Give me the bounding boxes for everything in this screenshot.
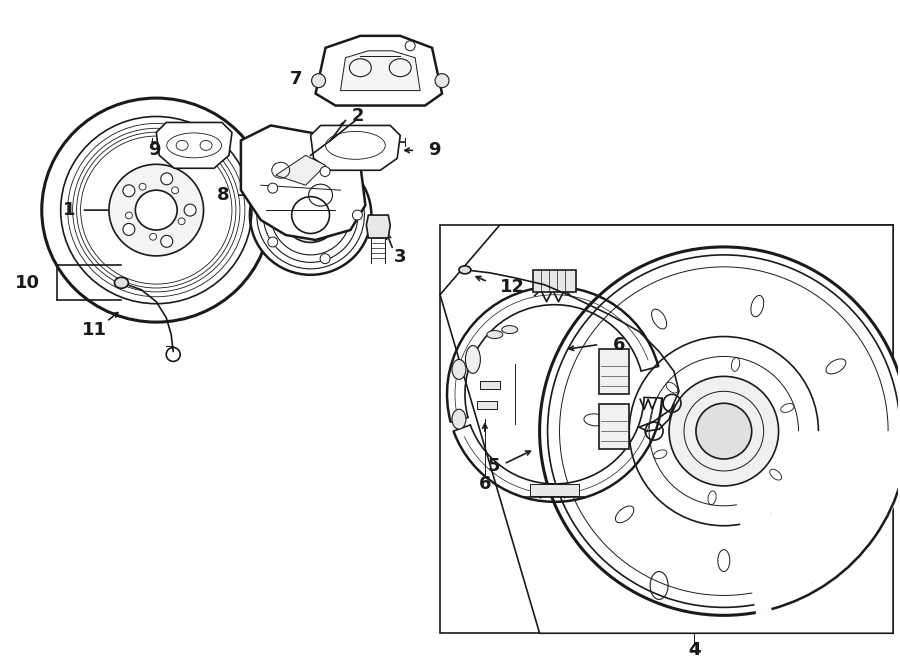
Bar [440, 225, 893, 633]
Bar [533, 270, 577, 292]
Ellipse shape [184, 204, 196, 216]
Ellipse shape [268, 237, 278, 247]
Bar [530, 484, 580, 496]
Ellipse shape [178, 218, 185, 225]
Wedge shape [724, 431, 817, 615]
Text: 7: 7 [290, 69, 302, 88]
Text: 1: 1 [63, 201, 76, 219]
Bar [477, 401, 497, 409]
Ellipse shape [161, 235, 173, 247]
Polygon shape [340, 51, 420, 91]
Ellipse shape [161, 173, 173, 185]
Ellipse shape [465, 346, 481, 373]
Polygon shape [366, 215, 391, 238]
Polygon shape [241, 126, 365, 240]
Ellipse shape [320, 167, 330, 176]
Ellipse shape [41, 98, 271, 322]
Ellipse shape [459, 266, 471, 274]
Ellipse shape [268, 183, 278, 193]
Polygon shape [440, 225, 893, 633]
Text: 10: 10 [14, 274, 40, 292]
Ellipse shape [502, 326, 518, 334]
Ellipse shape [123, 185, 135, 197]
Ellipse shape [435, 73, 449, 88]
Circle shape [669, 376, 778, 486]
Ellipse shape [149, 233, 157, 240]
Ellipse shape [172, 187, 178, 194]
Ellipse shape [353, 210, 363, 220]
Ellipse shape [125, 212, 132, 219]
Polygon shape [275, 155, 326, 185]
Text: 3: 3 [394, 248, 407, 266]
Text: 11: 11 [82, 321, 107, 338]
Text: 9: 9 [428, 141, 441, 159]
Circle shape [696, 403, 752, 459]
Ellipse shape [292, 197, 329, 233]
Text: 6: 6 [479, 475, 491, 493]
Ellipse shape [135, 190, 177, 230]
Text: 4: 4 [688, 641, 700, 659]
Text: 12: 12 [500, 278, 525, 295]
Polygon shape [310, 126, 400, 171]
Ellipse shape [109, 165, 203, 256]
Text: 6: 6 [613, 336, 626, 354]
Bar [480, 381, 500, 389]
Text: 8: 8 [217, 186, 230, 204]
Ellipse shape [452, 360, 466, 379]
Bar [599, 350, 629, 395]
Ellipse shape [452, 409, 466, 429]
Ellipse shape [250, 155, 372, 275]
Ellipse shape [140, 183, 146, 190]
Bar [599, 405, 629, 449]
Polygon shape [316, 36, 442, 106]
Text: 4: 4 [688, 641, 700, 659]
Ellipse shape [311, 73, 326, 88]
Ellipse shape [123, 223, 135, 235]
Polygon shape [157, 122, 232, 169]
Text: 2: 2 [351, 106, 364, 124]
Ellipse shape [320, 254, 330, 264]
Text: 9: 9 [148, 141, 160, 159]
Ellipse shape [283, 188, 338, 243]
Wedge shape [724, 431, 900, 592]
Ellipse shape [114, 278, 129, 288]
Text: 5: 5 [488, 457, 500, 475]
Circle shape [540, 247, 900, 615]
Ellipse shape [487, 330, 503, 338]
